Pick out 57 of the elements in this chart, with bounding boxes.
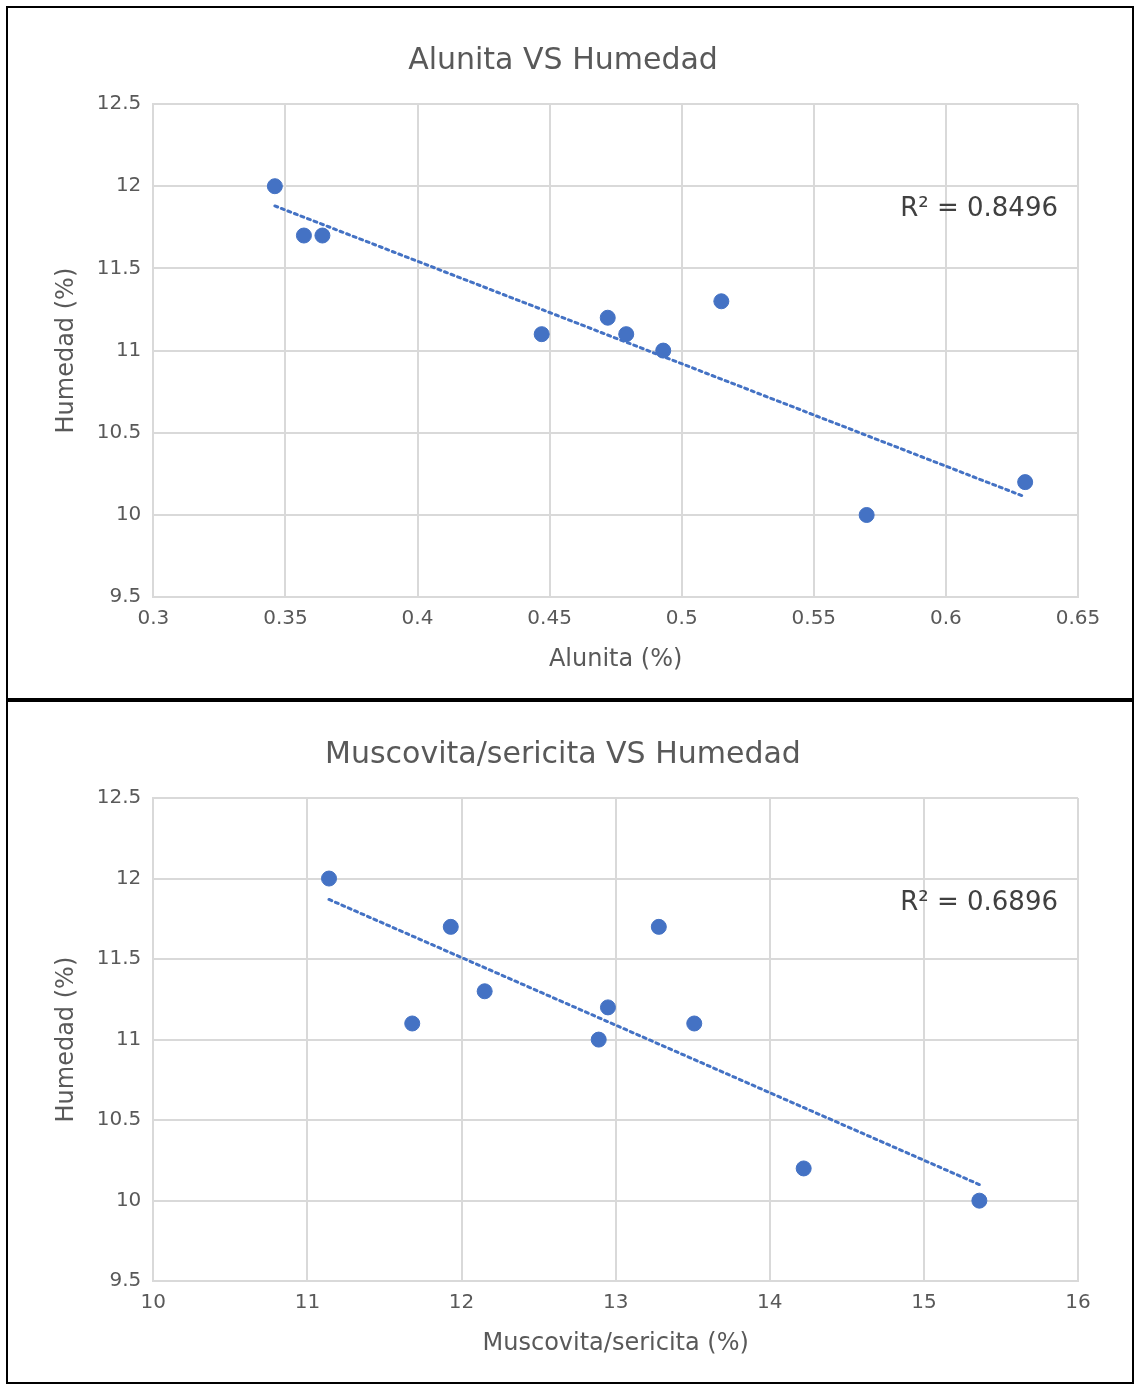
y-tick-label: 11.5 (96, 254, 142, 279)
point (713, 293, 730, 310)
point (599, 309, 616, 326)
y-tick-label: 11.5 (96, 945, 142, 970)
x-tick-label: 0.55 (791, 605, 837, 630)
point (686, 1015, 703, 1032)
x-tick-label: 13 (602, 1289, 629, 1314)
point (599, 999, 616, 1016)
y-tick-label: 10.5 (96, 1106, 142, 1131)
y-tick-label: 12 (115, 864, 142, 889)
point (1017, 474, 1034, 491)
annotation: R² = 0.6896 (900, 885, 1058, 916)
chart-title: Alunita VS Humedad (408, 40, 718, 76)
y-tick-label: 10.5 (96, 419, 142, 443)
point (655, 342, 672, 359)
x-tick-label: 14 (757, 1289, 783, 1314)
x-tick-label: 0.3 (137, 605, 170, 630)
x-tick-label: 0.4 (401, 605, 434, 630)
y-tick-label: 12.5 (96, 90, 142, 115)
point (266, 178, 283, 195)
x-tick-label: 16 (1065, 1289, 1091, 1314)
point (590, 1031, 607, 1048)
x-axis-title: Muscovita/sericita (%) (482, 1327, 749, 1356)
point (971, 1192, 988, 1209)
point (650, 918, 667, 935)
y-tick-label: 12 (115, 172, 142, 197)
x-tick-label: 0.5 (665, 605, 698, 630)
x-tick-label: 0.35 (263, 605, 308, 630)
y-axis-title: Humedad (%) (50, 956, 79, 1123)
x-tick-label: 0.6 (930, 605, 962, 630)
y-tick-label: 11 (115, 336, 142, 361)
point (404, 1015, 421, 1032)
point (858, 507, 875, 523)
point (314, 227, 331, 244)
y-tick-label: 10 (115, 1186, 142, 1211)
y-tick-label: 9.5 (109, 583, 142, 608)
point (618, 326, 635, 343)
point (533, 326, 550, 343)
point (476, 983, 493, 1000)
point (442, 918, 459, 935)
y-axis-title: Humedad (%) (50, 267, 79, 434)
y-tick-label: 12.5 (96, 784, 142, 809)
y-tick-label: 11 (115, 1025, 142, 1050)
x-tick-label: 12 (448, 1289, 475, 1314)
y-tick-label: 9.5 (109, 1267, 142, 1292)
point (795, 1160, 812, 1177)
x-tick-label: 11 (294, 1289, 321, 1314)
chart-title: Muscovita/sericita VS Humedad (325, 734, 801, 770)
x-tick-label: 0.45 (527, 605, 572, 630)
point (321, 870, 338, 887)
x-tick-label: 10 (140, 1289, 167, 1314)
point (295, 227, 312, 244)
annotation: R² = 0.8496 (900, 191, 1058, 222)
x-tick-label: 0.65 (1055, 605, 1101, 630)
x-axis-title: Alunita (%) (548, 643, 683, 672)
y-tick-label: 10 (115, 501, 142, 526)
x-tick-label: 15 (911, 1289, 937, 1314)
